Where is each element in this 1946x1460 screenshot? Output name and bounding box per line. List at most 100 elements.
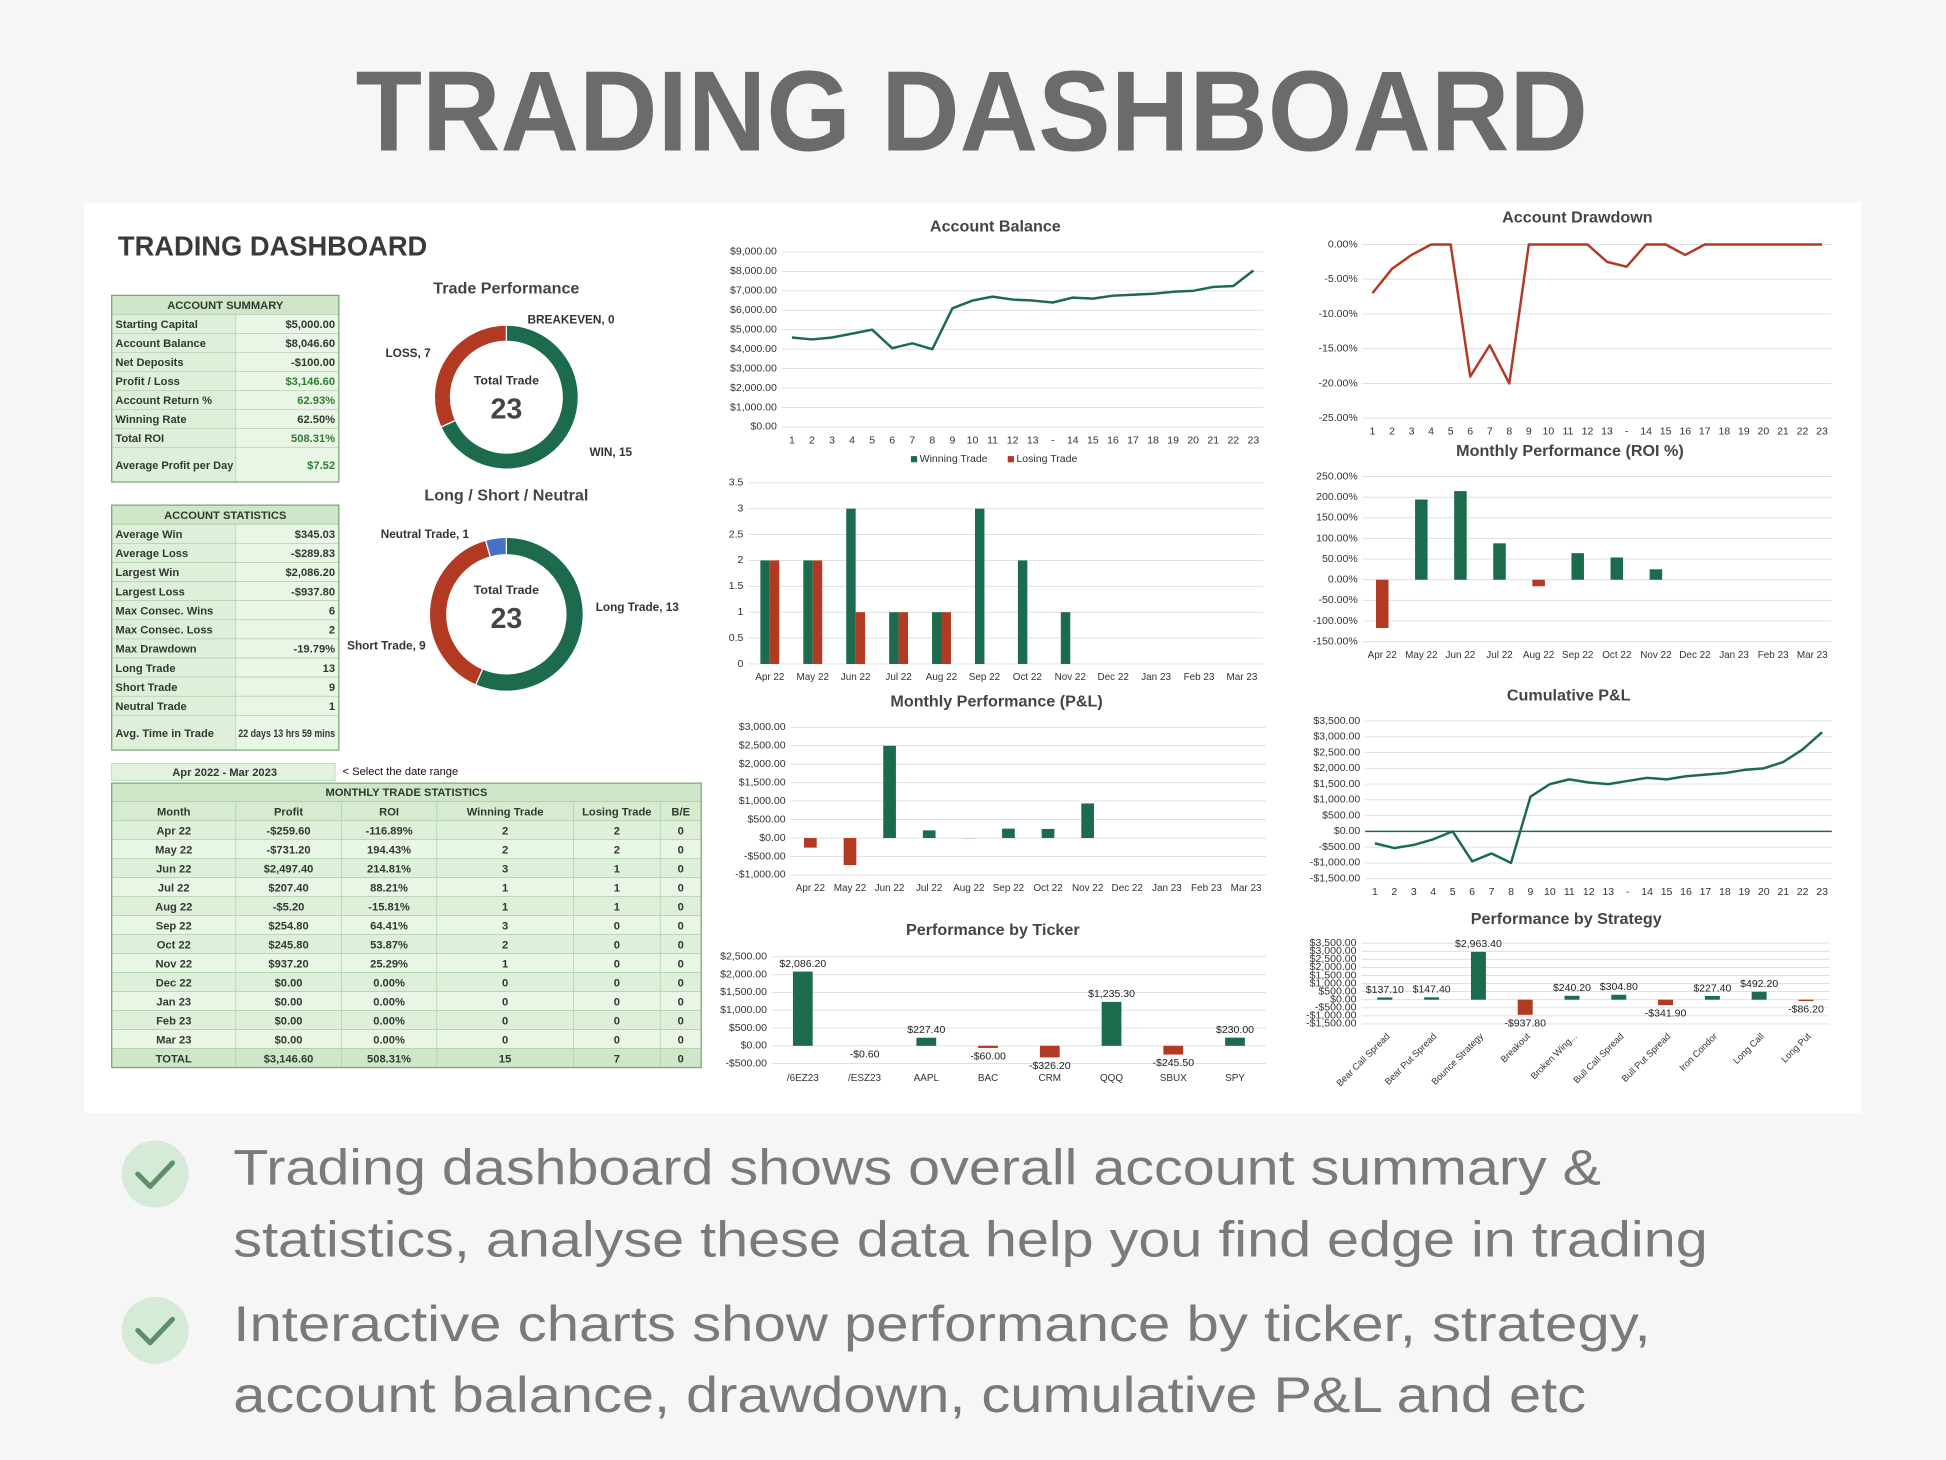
y-tick-label: $3,500.00 xyxy=(1310,937,1357,949)
table-cell: May 22 xyxy=(155,844,192,856)
x-tick-label: 21 xyxy=(1207,434,1219,446)
column-header: Losing Trade xyxy=(582,806,651,818)
data-label: $304.80 xyxy=(1600,981,1638,993)
legend-label: Losing Trade xyxy=(1016,453,1077,465)
table-cell: 2 xyxy=(502,825,508,837)
x-tick-label: 5 xyxy=(1450,886,1456,898)
table-cell: 0 xyxy=(678,996,684,1008)
row-label: Largest Win xyxy=(115,567,179,579)
x-tick-label: 8 xyxy=(929,434,935,446)
table-cell: 0 xyxy=(678,977,684,989)
table-cell: 1 xyxy=(502,958,508,970)
bar xyxy=(803,560,813,664)
bar xyxy=(898,612,909,664)
row-label: Average Win xyxy=(115,529,182,541)
x-tick-label: /6EZ23 xyxy=(787,1073,819,1084)
column-header: Winning Trade xyxy=(467,806,544,818)
x-tick-label: 6 xyxy=(1467,426,1473,438)
y-tick-label: 0.00% xyxy=(1328,574,1358,586)
x-tick-label: Aug 22 xyxy=(1523,650,1555,661)
date-range-value[interactable]: Apr 2022 - Mar 2023 xyxy=(172,767,277,779)
table-cell: $245.80 xyxy=(268,939,308,951)
table-cell: $2,497.40 xyxy=(264,863,314,875)
x-tick-label: Mar 23 xyxy=(1231,883,1262,894)
row-label: Account Return % xyxy=(115,395,212,407)
y-tick-label: -15.00% xyxy=(1318,343,1357,355)
data-label: $147.40 xyxy=(1413,984,1451,996)
x-tick-label: 17 xyxy=(1699,426,1711,438)
data-label: Long Trade, 13 xyxy=(596,601,680,614)
table-border xyxy=(111,782,702,1069)
chart: 0 0.5 1 1.5 2 2.5 3 3.5 Apr 22 May 22 Jun 22 Jul 22… xyxy=(729,453,1264,683)
doughnut-segment xyxy=(484,536,507,558)
table-cell: Jan 23 xyxy=(156,996,191,1008)
table-cell: 0 xyxy=(614,1015,620,1027)
date-range-note: < Select the date range xyxy=(343,766,459,778)
chart-title: Monthly Performance (ROI %) xyxy=(1456,442,1684,460)
data-label: $2,086.20 xyxy=(779,958,826,970)
x-tick-label: 23 xyxy=(1248,434,1260,446)
data-label: -$60.00 xyxy=(970,1050,1006,1062)
row-label: Average Profit per Day xyxy=(115,460,234,472)
y-tick-label: 50.00% xyxy=(1322,553,1358,565)
total-cell: 508.31% xyxy=(367,1053,411,1065)
column-header: ROI xyxy=(379,806,399,818)
y-tick-label: $4,000.00 xyxy=(730,343,777,355)
table-cell: $0.00 xyxy=(275,1015,303,1027)
table: ACCOUNT SUMMARY Starting Capital $5,000.00… xyxy=(111,294,340,483)
table-title: ACCOUNT SUMMARY xyxy=(167,300,284,312)
x-tick-label: Aug 22 xyxy=(926,672,958,683)
table-cell: $207.40 xyxy=(268,882,308,894)
y-tick-label: $0.00 xyxy=(759,832,785,844)
x-tick-label: 4 xyxy=(1428,426,1434,438)
bar xyxy=(846,508,856,664)
x-tick-label: Feb 23 xyxy=(1758,650,1789,661)
table-cell: 214.81% xyxy=(367,863,411,875)
x-tick-label: 1 xyxy=(1372,886,1378,898)
x-tick-label: 13 xyxy=(1601,426,1613,438)
x-tick-label: 16 xyxy=(1679,426,1691,438)
total-cell: 15 xyxy=(499,1053,511,1065)
y-tick-label: 0 xyxy=(738,658,744,670)
y-tick-label: 3.5 xyxy=(729,477,744,489)
x-tick-label: Nov 22 xyxy=(1072,883,1104,894)
total-cell: 7 xyxy=(614,1053,620,1065)
y-tick-label: $500.00 xyxy=(1318,985,1356,997)
chart-title: Monthly Performance (P&L) xyxy=(890,693,1102,711)
y-tick-label: $0.00 xyxy=(1330,993,1356,1005)
table-cell: Aug 22 xyxy=(155,901,192,913)
table-cell: 1 xyxy=(614,901,620,913)
x-tick-label: Jul 22 xyxy=(1486,650,1513,661)
x-tick-label: Jan 23 xyxy=(1719,650,1749,661)
table-cell: 0 xyxy=(614,977,620,989)
bar xyxy=(1532,579,1545,587)
x-tick-label: Feb 23 xyxy=(1184,672,1215,683)
chart: Cumulative P&L-$1,500.00-$1,000.00-$500.… xyxy=(1310,687,1832,898)
bar xyxy=(1493,543,1506,580)
y-tick-label: -100.00% xyxy=(1313,615,1358,627)
row-label: Max Consec. Loss xyxy=(115,625,212,637)
table-cell: 0.00% xyxy=(373,1015,405,1027)
x-tick-label: 22 xyxy=(1797,426,1809,438)
x-tick-label: CRM xyxy=(1039,1073,1062,1084)
y-tick-label: 150.00% xyxy=(1316,512,1358,524)
x-tick-label: 20 xyxy=(1187,434,1199,446)
row-label: Net Deposits xyxy=(115,357,183,369)
x-tick-label: 14 xyxy=(1640,426,1652,438)
check-icon xyxy=(121,1296,189,1364)
y-tick-label: -$500.00 xyxy=(1315,1002,1357,1014)
center-value: 23 xyxy=(490,603,522,635)
table-cell: 0.00% xyxy=(373,977,405,989)
y-tick-label: $2,000.00 xyxy=(730,382,777,394)
y-tick-label: -25.00% xyxy=(1318,412,1357,424)
x-tick-label: 18 xyxy=(1719,886,1731,898)
x-tick-label: Sep 22 xyxy=(969,672,1001,683)
data-label: BREAKEVEN, 0 xyxy=(527,313,615,326)
table-cell: 0.00% xyxy=(373,996,405,1008)
value-cell xyxy=(235,600,340,621)
y-tick-label: -$500.00 xyxy=(744,850,786,862)
x-tick-label: 20 xyxy=(1758,426,1770,438)
x-tick-label: Jan 23 xyxy=(1141,672,1171,683)
row-value: $3,146.60 xyxy=(285,376,335,388)
